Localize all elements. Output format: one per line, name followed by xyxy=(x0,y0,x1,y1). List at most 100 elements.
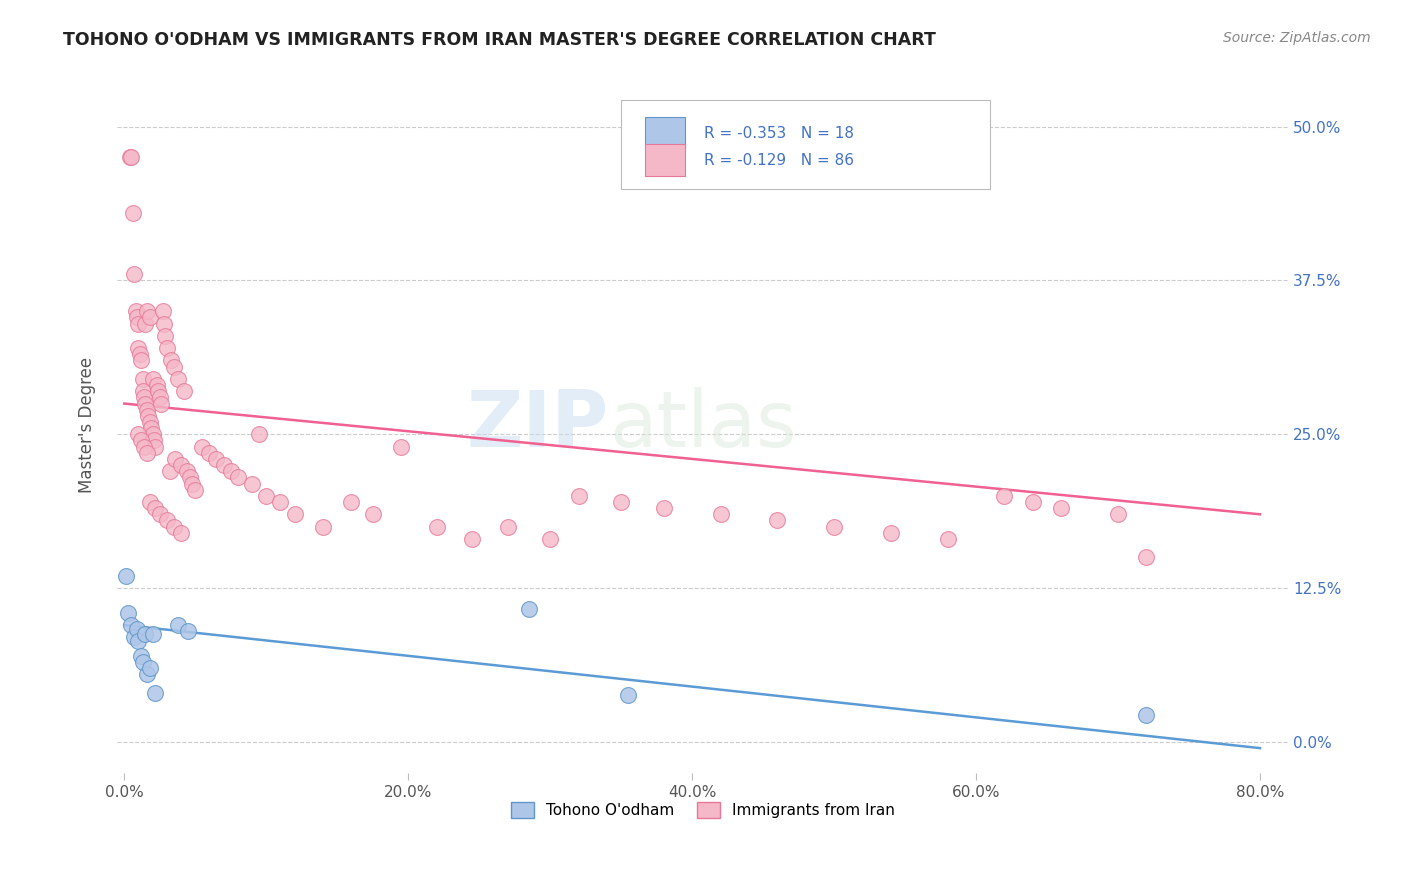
Point xyxy=(880,525,903,540)
Point xyxy=(538,532,561,546)
Point xyxy=(163,519,186,533)
FancyBboxPatch shape xyxy=(621,100,990,189)
Point xyxy=(118,150,141,164)
Point xyxy=(361,508,384,522)
Point xyxy=(1135,707,1157,722)
Point xyxy=(143,434,166,448)
Point xyxy=(709,508,731,522)
Point xyxy=(124,304,146,318)
Point xyxy=(134,626,156,640)
Point xyxy=(139,661,162,675)
Point xyxy=(160,353,183,368)
Point xyxy=(766,513,789,527)
Point xyxy=(145,501,167,516)
Point xyxy=(173,384,195,399)
Point xyxy=(1107,508,1129,522)
Point xyxy=(179,470,201,484)
Point xyxy=(134,396,156,410)
Point xyxy=(340,495,363,509)
Point xyxy=(135,667,157,681)
Point xyxy=(181,476,204,491)
Point xyxy=(652,501,675,516)
Point xyxy=(150,396,173,410)
Point xyxy=(146,378,169,392)
Point xyxy=(219,464,242,478)
Point xyxy=(127,634,149,648)
Point xyxy=(177,624,200,639)
Point xyxy=(155,329,177,343)
Point xyxy=(131,655,153,669)
Point xyxy=(127,341,149,355)
Point xyxy=(170,458,193,472)
Point xyxy=(135,304,157,318)
Point xyxy=(153,317,176,331)
Point xyxy=(156,341,179,355)
Text: ZIP: ZIP xyxy=(467,387,609,463)
Point xyxy=(389,440,412,454)
Point xyxy=(139,415,162,429)
Point xyxy=(254,489,277,503)
Point xyxy=(198,446,221,460)
Point xyxy=(212,458,235,472)
Point xyxy=(131,384,153,399)
Point xyxy=(142,427,165,442)
Point xyxy=(823,519,845,533)
Point xyxy=(163,359,186,374)
FancyBboxPatch shape xyxy=(645,117,685,149)
Point xyxy=(117,606,139,620)
Point xyxy=(205,451,228,466)
Point xyxy=(284,508,307,522)
Point xyxy=(132,440,155,454)
Point xyxy=(461,532,484,546)
Y-axis label: Master's Degree: Master's Degree xyxy=(79,357,96,493)
Point xyxy=(139,495,162,509)
Point xyxy=(149,391,172,405)
Point xyxy=(131,372,153,386)
Point xyxy=(567,489,589,503)
Point xyxy=(114,569,136,583)
Point xyxy=(122,631,145,645)
Point xyxy=(142,372,165,386)
Point xyxy=(134,317,156,331)
Point xyxy=(184,483,207,497)
Point xyxy=(141,421,163,435)
Point xyxy=(156,513,179,527)
Point xyxy=(191,440,214,454)
Point xyxy=(936,532,959,546)
Point xyxy=(125,622,148,636)
Point xyxy=(125,310,148,325)
Point xyxy=(122,268,145,282)
Point xyxy=(165,451,187,466)
Point xyxy=(517,602,540,616)
Point xyxy=(167,372,190,386)
Point xyxy=(142,626,165,640)
Text: Source: ZipAtlas.com: Source: ZipAtlas.com xyxy=(1223,31,1371,45)
Text: TOHONO O'ODHAM VS IMMIGRANTS FROM IRAN MASTER'S DEGREE CORRELATION CHART: TOHONO O'ODHAM VS IMMIGRANTS FROM IRAN M… xyxy=(63,31,936,49)
Point xyxy=(127,317,149,331)
Point xyxy=(159,464,181,478)
Point xyxy=(1050,501,1073,516)
Point xyxy=(167,618,190,632)
Point xyxy=(121,206,143,220)
Point xyxy=(425,519,447,533)
Point xyxy=(1022,495,1045,509)
Point xyxy=(170,525,193,540)
Point xyxy=(139,310,162,325)
Point xyxy=(135,402,157,417)
Text: atlas: atlas xyxy=(609,387,797,463)
Point xyxy=(148,384,170,399)
Point xyxy=(152,304,174,318)
Point xyxy=(132,391,155,405)
Point xyxy=(135,446,157,460)
Point xyxy=(129,434,152,448)
Point xyxy=(145,440,167,454)
Point xyxy=(240,476,263,491)
Point xyxy=(129,353,152,368)
FancyBboxPatch shape xyxy=(645,145,685,177)
Point xyxy=(145,686,167,700)
Point xyxy=(129,648,152,663)
Point xyxy=(610,495,633,509)
Point xyxy=(496,519,519,533)
Point xyxy=(176,464,198,478)
Point xyxy=(1135,550,1157,565)
